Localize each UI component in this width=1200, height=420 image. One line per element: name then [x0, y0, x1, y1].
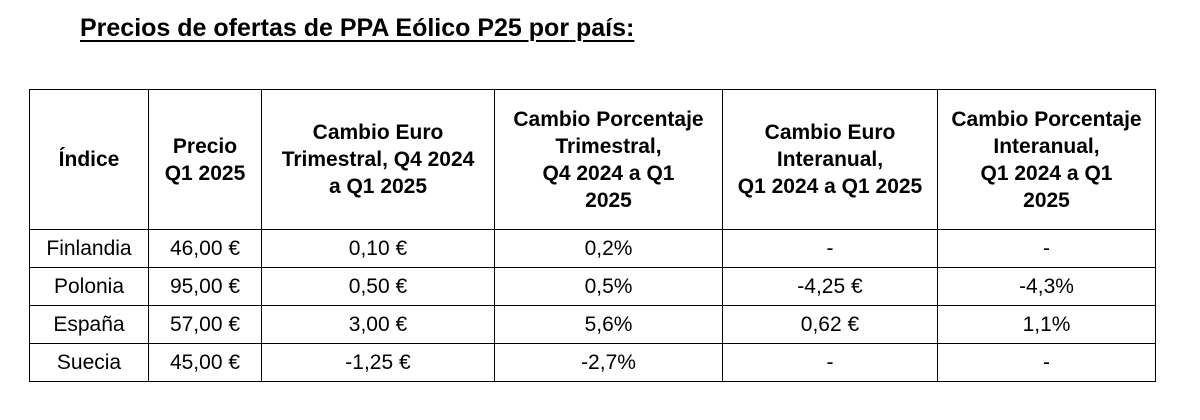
- table-row: Finlandia 46,00 € 0,10 € 0,2% - -: [29, 229, 1156, 268]
- header-indice: Índice: [29, 89, 149, 230]
- cell-quarterly-percent-change: 5,6%: [494, 305, 723, 344]
- cell-yearly-euro-change: 0,62 €: [722, 305, 938, 344]
- header-cambio-euro-trimestral: Cambio Euro Trimestral, Q4 2024 a Q1 202…: [261, 89, 495, 230]
- table-row: Polonia 95,00 € 0,50 € 0,5% -4,25 € -4,3…: [29, 267, 1156, 306]
- cell-yearly-percent-change: -: [937, 229, 1156, 268]
- header-precio: Precio Q1 2025: [148, 89, 262, 230]
- cell-yearly-euro-change: -4,25 €: [722, 267, 938, 306]
- table-row: España 57,00 € 3,00 € 5,6% 0,62 € 1,1%: [29, 305, 1156, 344]
- cell-yearly-percent-change: -4,3%: [937, 267, 1156, 306]
- cell-country: Suecia: [29, 343, 149, 382]
- cell-yearly-percent-change: -: [937, 343, 1156, 382]
- cell-price: 45,00 €: [148, 343, 262, 382]
- header-cambio-porcentaje-interanual: Cambio Porcentaje Interanual, Q1 2024 a …: [937, 89, 1156, 230]
- cell-quarterly-percent-change: 0,2%: [494, 229, 723, 268]
- cell-quarterly-euro-change: 3,00 €: [261, 305, 495, 344]
- cell-quarterly-percent-change: 0,5%: [494, 267, 723, 306]
- cell-price: 57,00 €: [148, 305, 262, 344]
- cell-country: Finlandia: [29, 229, 149, 268]
- cell-country: Polonia: [29, 267, 149, 306]
- header-cambio-euro-interanual: Cambio Euro Interanual, Q1 2024 a Q1 202…: [722, 89, 938, 230]
- cell-price: 95,00 €: [148, 267, 262, 306]
- cell-yearly-percent-change: 1,1%: [937, 305, 1156, 344]
- cell-yearly-euro-change: -: [722, 229, 938, 268]
- table-header-row: Índice Precio Q1 2025 Cambio Euro Trimes…: [29, 89, 1156, 230]
- cell-yearly-euro-change: -: [722, 343, 938, 382]
- table-row: Suecia 45,00 € -1,25 € -2,7% - -: [29, 343, 1156, 382]
- cell-country: España: [29, 305, 149, 344]
- cell-quarterly-euro-change: 0,50 €: [261, 267, 495, 306]
- cell-quarterly-euro-change: 0,10 €: [261, 229, 495, 268]
- cell-quarterly-percent-change: -2,7%: [494, 343, 723, 382]
- header-cambio-porcentaje-trimestral: Cambio Porcentaje Trimestral, Q4 2024 a …: [494, 89, 723, 230]
- price-table: Índice Precio Q1 2025 Cambio Euro Trimes…: [29, 89, 1156, 382]
- cell-price: 46,00 €: [148, 229, 262, 268]
- cell-quarterly-euro-change: -1,25 €: [261, 343, 495, 382]
- page-title: Precios de ofertas de PPA Eólico P25 por…: [80, 14, 635, 42]
